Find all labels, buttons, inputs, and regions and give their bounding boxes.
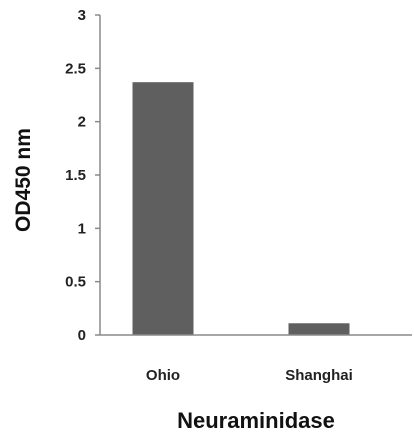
y-axis-title: OD450 nm (12, 128, 35, 232)
y-axis-ticks: 0 0.5 1 1.5 2 2.5 3 (65, 7, 100, 344)
bar-ohio (132, 82, 194, 335)
y-tick-label: 2 (78, 114, 86, 131)
y-tick-label: 2.5 (65, 60, 86, 77)
y-tick-label: 0.5 (65, 274, 86, 291)
x-axis-title: Neuraminidase (177, 408, 335, 433)
x-category-label: Ohio (146, 367, 180, 384)
x-category-label: Shanghai (285, 367, 353, 384)
x-axis-category-labels: Ohio Shanghai (146, 367, 353, 384)
y-tick-label: 0 (78, 327, 86, 344)
y-tick-label: 1.5 (65, 167, 86, 184)
bars (132, 82, 350, 335)
y-tick-label: 3 (78, 7, 86, 24)
bar-shanghai (288, 323, 350, 335)
y-tick-label: 1 (78, 220, 86, 237)
